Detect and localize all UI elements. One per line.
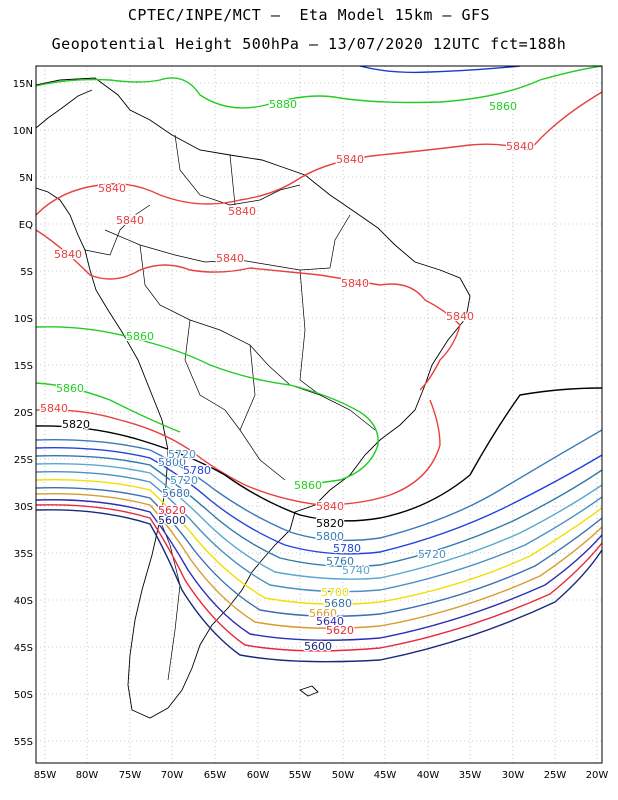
lon-tick-label: 80W [76,770,99,781]
lon-tick-label: 25W [544,770,567,781]
contour-5720 [36,471,602,593]
borders [84,134,376,681]
contour-5860-central [36,326,379,486]
coastline [36,77,471,719]
lon-tick-label: 85W [34,770,57,781]
lon-tick-label: 40W [417,770,440,781]
contour-label: 5840 [341,277,369,290]
lat-tick-label: 55S [14,737,33,748]
contour-5800 [36,429,602,542]
lon-tick-label: 20W [586,770,609,781]
contour-label: 5840 [506,140,534,153]
contour-5820 [36,387,602,522]
coastline-south-america [36,77,471,719]
contour-label: 5620 [326,624,354,637]
lat-tick-label: 30S [14,502,33,513]
contour-label: 5840 [228,205,256,218]
contour-5680 [36,487,602,617]
contour-label: 5840 [216,252,244,265]
contour-label: 5800 [158,456,186,469]
contour-label: 5600 [158,514,186,527]
lat-tick-label: 15N [13,79,33,90]
contour-label: 5840 [446,310,474,323]
contour-5840-north [36,91,602,216]
contour-label: 5780 [333,542,361,555]
contour-label: 5840 [54,248,82,261]
map-subtitle: Geopotential Height 500hPa – 13/07/2020 … [51,35,567,53]
contour-label: 5660 [309,607,337,620]
contour-5780 [36,447,602,555]
contour-label: 5760 [326,555,354,568]
contour-5840-amazon [36,229,461,391]
contour-label: 5780 [183,464,211,477]
contour-5880 [359,66,521,74]
contour-label: 5860 [56,382,84,395]
contour-5860-north [36,66,602,109]
contour-label: 5700 [321,586,349,599]
contour-label: 5800 [316,530,344,543]
map-frame [35,65,603,764]
contour-label: 5640 [316,615,344,628]
map-content: 5880 5860 5840 5840 5840 5840 5840 5840 5840 5840… [36,66,602,719]
lat-tick-label: 20S [14,408,33,419]
contour-label: 5620 [158,504,186,517]
lat-tick-label: 50S [14,690,33,701]
lat-tick-label: EQ [19,220,33,231]
contour-5640 [36,499,602,641]
axis-ticks: 15N 10N 5N EQ 5S 10S 15S 20S 25S 30S 35S 40S 45S 50S 5… [13,79,609,781]
contour-5760 [36,455,602,568]
contour-5660 [36,493,602,629]
lat-tick-label: 40S [14,596,33,607]
lat-tick-label: 25S [14,455,33,466]
contour-label: 5720 [418,548,446,561]
contour-5740 [36,463,602,580]
contour-5860-south [36,382,181,433]
map-title: CPTEC/INPE/MCT – Eta Model 15km – GFS [127,6,491,24]
contour-label: 5840 [40,402,68,415]
contour-label: 5720 [170,474,198,487]
lat-tick-label: 35S [14,549,33,560]
contour-labels: 5880 5860 5840 5840 5840 5840 5840 5840 5840 5840… [39,97,536,655]
lat-tick-label: 5N [19,173,33,184]
contour-label: 5600 [304,640,332,653]
lon-tick-label: 65W [204,770,227,781]
map-background [36,66,602,763]
contour-label: 5820 [316,517,344,530]
graticule [36,66,602,763]
contour-label: 5840 [336,153,364,166]
contours [36,66,602,663]
lat-tick-label: 45S [14,643,33,654]
contour-5840-south [36,399,441,506]
lon-tick-label: 75W [119,770,142,781]
lon-tick-label: 45W [374,770,397,781]
lon-tick-label: 60W [247,770,270,781]
contour-label: 5840 [98,182,126,195]
contour-label: 5720 [168,448,196,461]
contour-label: 5860 [126,330,154,343]
contour-label: 5860 [294,479,322,492]
lon-tick-label: 35W [459,770,482,781]
lon-tick-label: 50W [332,770,355,781]
contour-label: 5840 [116,214,144,227]
contour-5600 [36,509,602,663]
lat-tick-label: 5S [20,267,33,278]
coastline-central-america [36,89,93,129]
contour-5700 [36,479,602,605]
falkland-islands [299,685,319,697]
contour-label: 5860 [489,100,517,113]
contour-label: 5740 [342,564,370,577]
lat-tick-label: 15S [14,361,33,372]
lon-tick-label: 55W [289,770,312,781]
contour-label: 5880 [269,98,297,111]
lon-tick-label: 30W [502,770,525,781]
contour-5620 [36,504,602,652]
lat-tick-label: 10N [13,126,33,137]
lat-tick-label: 10S [14,314,33,325]
contour-label: 5680 [162,487,190,500]
contour-label: 5680 [324,597,352,610]
lon-tick-label: 70W [161,770,184,781]
contour-label: 5820 [62,418,90,431]
contour-label: 5840 [316,500,344,513]
